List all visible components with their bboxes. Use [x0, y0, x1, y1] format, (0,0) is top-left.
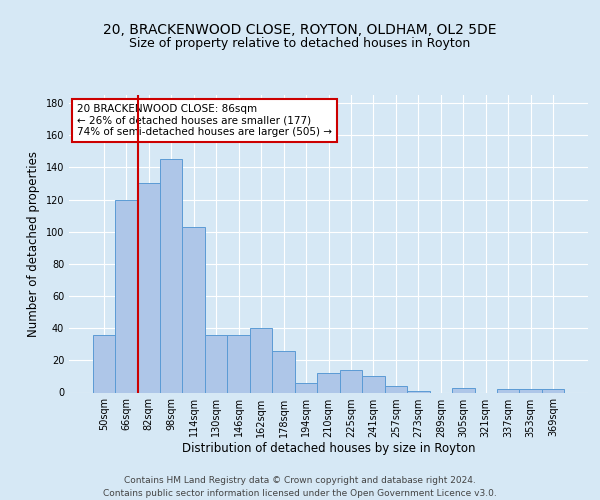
Y-axis label: Number of detached properties: Number of detached properties: [27, 151, 40, 337]
Bar: [317, 373, 340, 392]
Text: Contains public sector information licensed under the Open Government Licence v3: Contains public sector information licen…: [103, 489, 497, 498]
Bar: [407, 391, 430, 392]
Bar: [160, 160, 182, 392]
Text: 20, BRACKENWOOD CLOSE, ROYTON, OLDHAM, OL2 5DE: 20, BRACKENWOOD CLOSE, ROYTON, OLDHAM, O…: [103, 22, 497, 36]
Bar: [497, 390, 520, 392]
Bar: [362, 376, 385, 392]
Bar: [182, 227, 205, 392]
X-axis label: Distribution of detached houses by size in Royton: Distribution of detached houses by size …: [182, 442, 475, 456]
Bar: [205, 334, 227, 392]
Bar: [137, 184, 160, 392]
Bar: [542, 390, 565, 392]
Text: 20 BRACKENWOOD CLOSE: 86sqm
← 26% of detached houses are smaller (177)
74% of se: 20 BRACKENWOOD CLOSE: 86sqm ← 26% of det…: [77, 104, 332, 137]
Bar: [115, 200, 137, 392]
Bar: [340, 370, 362, 392]
Bar: [295, 383, 317, 392]
Bar: [227, 334, 250, 392]
Bar: [272, 350, 295, 393]
Bar: [452, 388, 475, 392]
Bar: [520, 390, 542, 392]
Text: Contains HM Land Registry data © Crown copyright and database right 2024.: Contains HM Land Registry data © Crown c…: [124, 476, 476, 485]
Text: Size of property relative to detached houses in Royton: Size of property relative to detached ho…: [130, 38, 470, 51]
Bar: [385, 386, 407, 392]
Bar: [92, 334, 115, 392]
Bar: [250, 328, 272, 392]
